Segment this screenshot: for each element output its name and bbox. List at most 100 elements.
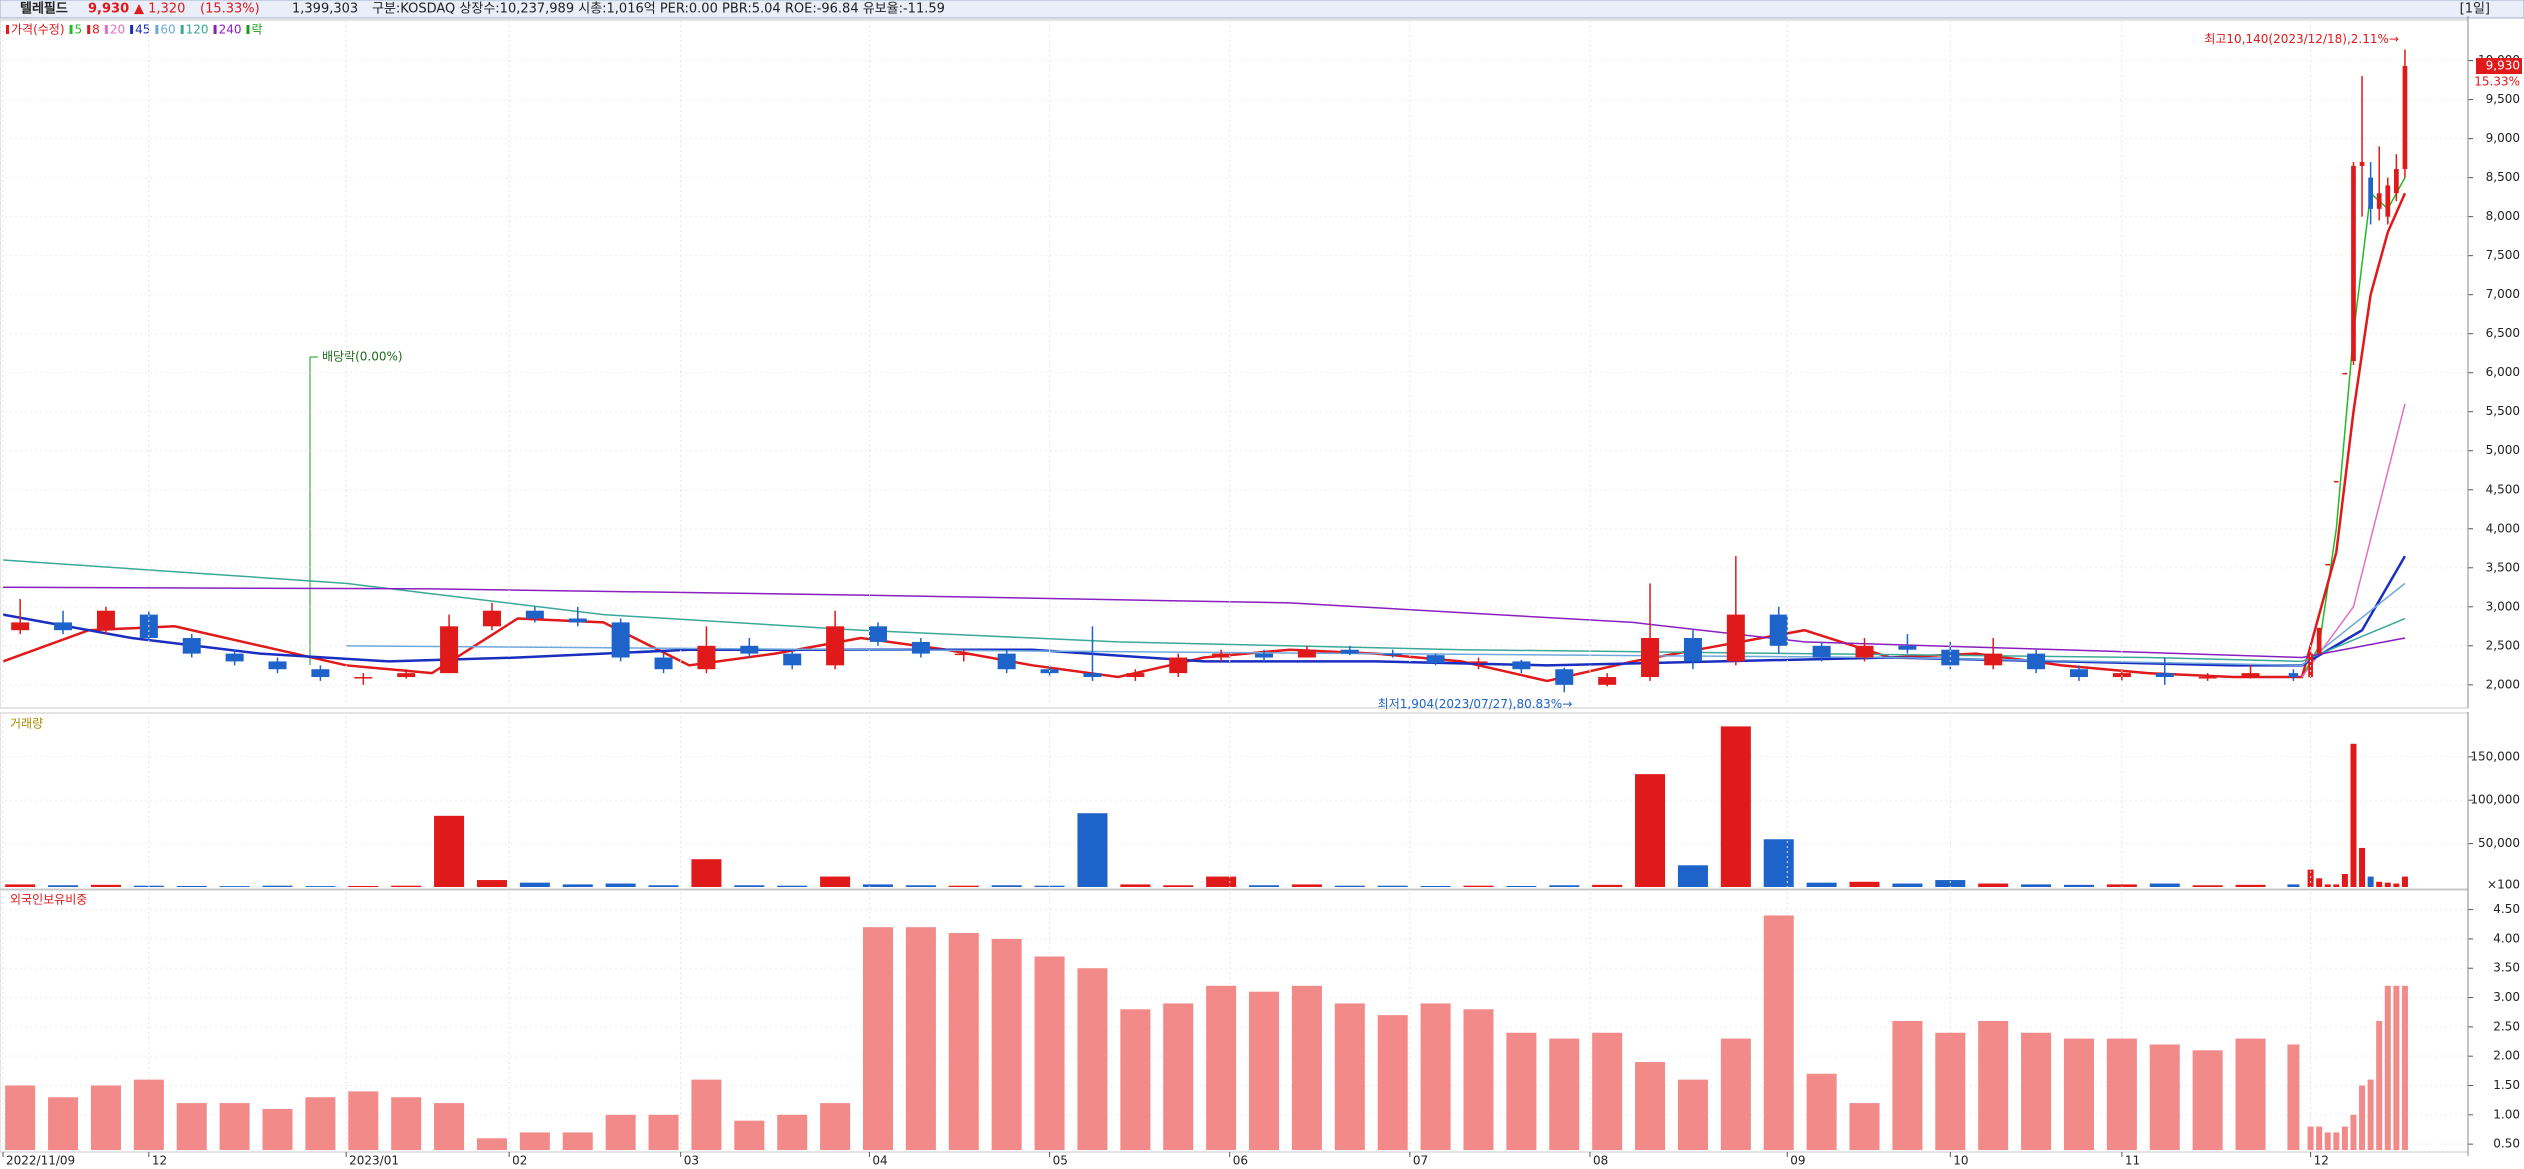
legend-swatch (6, 25, 9, 34)
bar (2021, 884, 2052, 887)
candle-body (11, 622, 30, 631)
candle-body (1555, 669, 1574, 685)
y-tick-label: 5,500 (2486, 404, 2520, 418)
bar (862, 884, 894, 887)
bar (1892, 883, 1923, 887)
bar (2307, 1126, 2314, 1150)
y-tick-label: 9,000 (2486, 131, 2520, 145)
x-tick-label: 12 (152, 1154, 167, 1168)
candle-body (2333, 480, 2339, 483)
candle-body (96, 610, 115, 631)
bar (1763, 915, 1794, 1150)
bar (1291, 884, 1322, 887)
x-tick-label: 2023/01 (349, 1154, 399, 1168)
y-tick-label: 1.00 (2493, 1107, 2520, 1121)
y-tick-label: 4,000 (2486, 521, 2520, 535)
bar (1506, 1032, 1537, 1150)
bar (777, 885, 808, 887)
change: ▲ 1,320 (134, 2, 185, 17)
y-tick-label: 100,000 (2470, 793, 2520, 807)
bar (1420, 1003, 1451, 1150)
bar (2106, 1038, 2137, 1150)
legend-swatch (155, 25, 159, 34)
y-tick-label: 3,500 (2486, 560, 2520, 574)
candle-body (2394, 169, 2399, 194)
bar (1506, 885, 1537, 887)
bar (1334, 1003, 1365, 1150)
candle-body (311, 669, 330, 678)
candle-body (954, 653, 973, 656)
bar (2341, 1126, 2348, 1150)
bar (219, 886, 250, 887)
bar (2333, 884, 2340, 887)
legend-label: 120 (186, 23, 209, 37)
x-tick-label: 04 (872, 1154, 887, 1168)
bar (1592, 884, 1623, 887)
bar (691, 859, 722, 887)
legend-label: 락 (251, 23, 262, 37)
bar (2307, 869, 2314, 887)
bar (1034, 956, 1065, 1150)
bar (1120, 1009, 1151, 1150)
bar (2235, 1038, 2266, 1150)
y-tick-label: 4.50 (2493, 902, 2520, 916)
bar (2350, 1114, 2357, 1150)
candle-body (2342, 372, 2348, 375)
bar (5, 884, 36, 887)
bar (2287, 884, 2300, 887)
candle-body (1898, 645, 1917, 650)
candle-body (568, 618, 587, 623)
bar (476, 880, 507, 887)
candle-body (1383, 653, 1402, 656)
y-tick-label: 2.50 (2493, 1019, 2520, 1033)
last-price-label: 9,930 (2486, 59, 2520, 73)
bar (820, 876, 851, 887)
legend: 가격(수정) 5 8 20 45 60 120 240 락 (6, 23, 263, 37)
volume: 1,399,303 (292, 2, 358, 17)
bar (777, 1114, 808, 1150)
candle-body (2359, 162, 2365, 166)
header-bar (0, 0, 2524, 19)
bar (1978, 1021, 2009, 1150)
x-tick-label: 06 (1233, 1154, 1248, 1168)
last-change-label: 15.33% (2474, 75, 2520, 89)
candle-body (1984, 653, 2003, 666)
bar (262, 1108, 293, 1150)
ma-line (2, 559, 2406, 663)
bar (2235, 884, 2266, 887)
candle-body (54, 622, 73, 631)
candle-body (2325, 563, 2331, 566)
bar (2359, 1085, 2366, 1150)
candle-body (2198, 677, 2217, 679)
candle-body (2155, 673, 2174, 678)
candle-body (482, 610, 501, 627)
bar (1463, 885, 1494, 887)
bar (348, 1091, 379, 1150)
volume-panel (0, 712, 2469, 890)
legend-label: 45 (135, 23, 150, 37)
x-tick-label: 02 (512, 1154, 527, 1168)
candle-body (2368, 177, 2373, 209)
candle-body (1426, 655, 1445, 663)
bar (1077, 813, 1108, 887)
bar (2149, 1044, 2180, 1150)
y-tick-label: 2.00 (2493, 1049, 2520, 1063)
bar (434, 1103, 465, 1150)
y-tick-label: 9,500 (2486, 92, 2520, 106)
bar (2384, 882, 2391, 887)
candle-body (354, 677, 373, 679)
bar (2367, 1079, 2374, 1150)
candle-body (1769, 614, 1788, 646)
y-tick-label: 3,000 (2486, 599, 2520, 613)
bar (1377, 1015, 1408, 1150)
price-panel (0, 19, 2469, 709)
bar (391, 885, 422, 887)
candle-body (1169, 657, 1188, 674)
y-tick-label: 8,000 (2486, 209, 2520, 223)
y-tick-label: 2,000 (2486, 677, 2520, 691)
x-tick-label: 12 (2314, 1154, 2329, 1168)
bar (1849, 881, 1880, 887)
change-pct: (15.33%) (200, 2, 260, 17)
bar (1077, 968, 1108, 1150)
bar (1377, 885, 1408, 887)
